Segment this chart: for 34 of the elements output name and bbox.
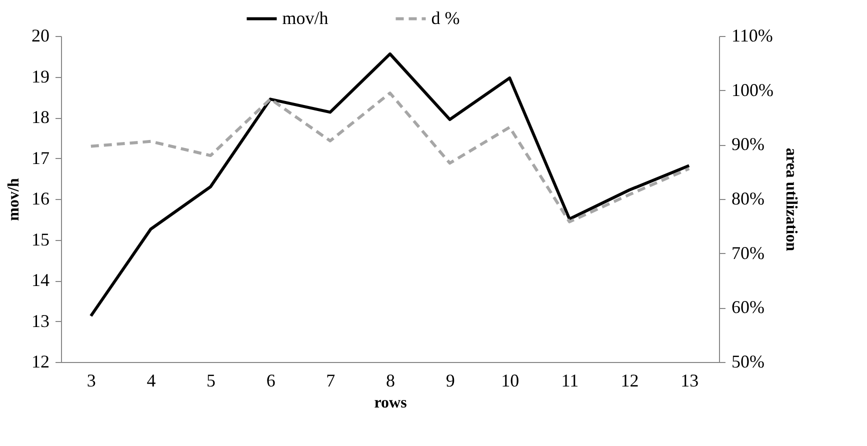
x-tick-label: 10 xyxy=(501,370,520,390)
x-tick-label: 6 xyxy=(266,370,276,390)
y-tick-label: 16 xyxy=(32,188,50,208)
y2-tick-label: 60% xyxy=(732,297,764,318)
line-series xyxy=(89,92,691,224)
legend-label: mov/h xyxy=(282,8,328,28)
y2-tick-label: 70% xyxy=(732,242,764,263)
y-tick-label: 14 xyxy=(32,270,50,290)
x-tick-label: 11 xyxy=(561,370,579,390)
y2-tick-label: 110% xyxy=(732,26,773,46)
y-tick-label: 15 xyxy=(32,229,50,250)
y2-tick-label: 100% xyxy=(732,80,774,100)
y-axis-title: mov/h xyxy=(6,178,22,221)
x-tick-label: 8 xyxy=(386,370,395,390)
legend-label: d % xyxy=(431,8,460,28)
y-tick-label: 17 xyxy=(32,148,50,168)
x-tick-label: 4 xyxy=(146,370,156,390)
y-tick-label: 19 xyxy=(32,66,50,86)
x-tick-label: 7 xyxy=(326,370,336,390)
x-axis-title: rows xyxy=(374,394,407,412)
y-tick-label: 12 xyxy=(32,352,50,372)
y2-tick-label: 50% xyxy=(732,352,764,372)
y-tick-label: 13 xyxy=(32,310,50,331)
y-tick-label: 18 xyxy=(32,107,50,127)
y2-axis-title: area utilization xyxy=(782,148,800,252)
x-tick-label: 12 xyxy=(620,370,639,390)
x-tick-label: 5 xyxy=(206,370,216,390)
x-tick-label: 3 xyxy=(86,370,96,390)
y2-tick-label: 80% xyxy=(732,188,764,208)
x-tick-label: 9 xyxy=(446,370,455,390)
y2-tick-label: 90% xyxy=(732,134,764,154)
y-tick-label: 20 xyxy=(32,26,50,46)
line-series xyxy=(89,52,691,318)
x-tick-label: 13 xyxy=(680,370,699,390)
